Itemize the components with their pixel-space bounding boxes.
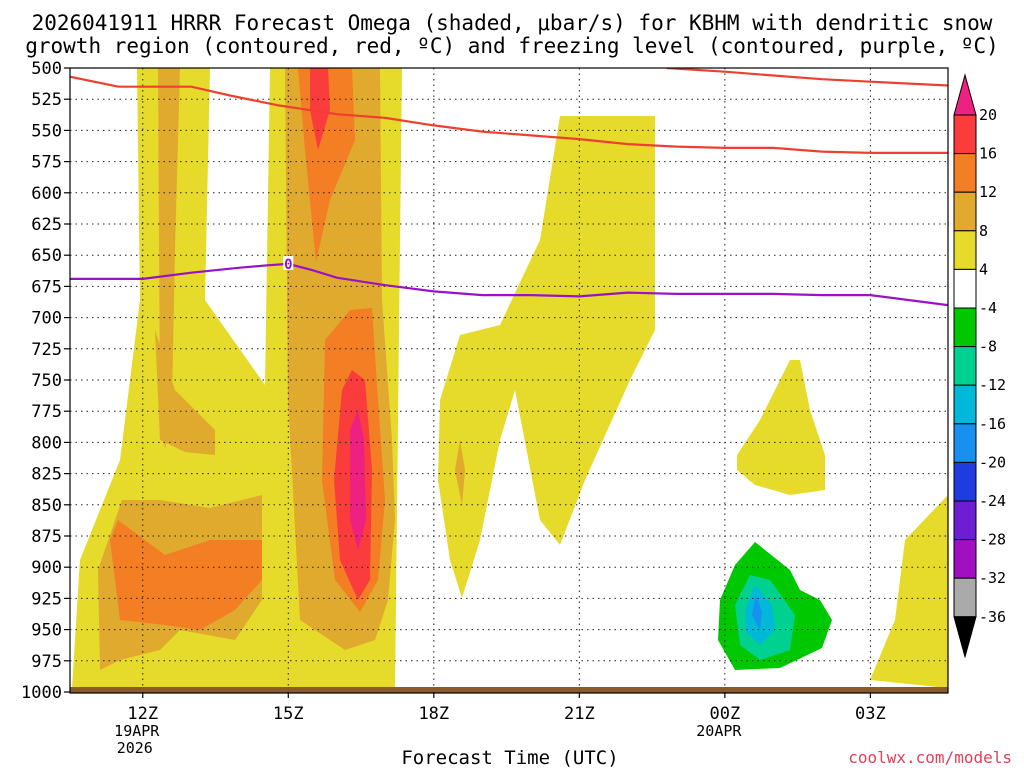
- y-tick-label: 975: [31, 652, 62, 672]
- omega-12-16-region-west: [110, 520, 262, 630]
- y-axis: 500 525 550 575 600 625 650 675 700 725 750 775 800 8…: [21, 59, 70, 703]
- omega-16-20-region-upper: [310, 68, 330, 150]
- x-tick-label: 03Z: [855, 704, 886, 724]
- y-tick-label: 525: [31, 90, 62, 110]
- colorbar-label: -36: [979, 608, 1006, 626]
- y-tick-label: 725: [31, 340, 62, 360]
- y-tick-label: 550: [31, 121, 62, 141]
- x-tick-date-label: 20APR: [696, 722, 742, 740]
- colorbar-label: -8: [979, 338, 997, 356]
- x-axis-label: Forecast Time (UTC): [401, 747, 618, 768]
- colorbar-swatch: [953, 461, 977, 502]
- y-tick-label: 875: [31, 527, 62, 547]
- colorbar-label: 20: [979, 106, 997, 124]
- x-tick-label: 21Z: [564, 704, 595, 724]
- y-tick-label: 600: [31, 184, 62, 204]
- colorbar-swatch: [953, 114, 977, 155]
- colorbar-label: -16: [979, 415, 1006, 433]
- colorbar-swatch: [953, 384, 977, 425]
- y-tick-label: 625: [31, 215, 62, 235]
- contour-line-1: [70, 75, 948, 154]
- colorbar-swatch: [953, 307, 977, 348]
- colorbar-swatch: [953, 191, 977, 232]
- y-tick-label: 900: [31, 558, 62, 578]
- contour-line-2: [666, 68, 948, 87]
- temperature-contours: 0: [70, 68, 948, 307]
- omega-8-12-region-spire: [158, 68, 180, 450]
- x-tick-label: 00Z: [710, 704, 741, 724]
- y-tick-label: 775: [31, 402, 62, 422]
- colorbar-label: 4: [979, 260, 988, 278]
- y-tick-label: 825: [31, 465, 62, 485]
- y-tick-label: 500: [31, 59, 62, 79]
- colorbar-label: -28: [979, 531, 1006, 549]
- colorbar-bottom-arrow: [953, 616, 977, 659]
- contour-label-bg: [283, 255, 294, 270]
- colorbar-swatch: [953, 230, 977, 270]
- omega-20-plus-region: [350, 410, 366, 550]
- y-tick-label: 650: [31, 246, 62, 266]
- colorbar-top-arrow: [953, 73, 977, 116]
- y-tick-label: 850: [31, 496, 62, 516]
- colorbar-label: -24: [979, 492, 1006, 510]
- omega-4-8-region-east: [737, 360, 825, 495]
- colorbar-label: -12: [979, 376, 1006, 394]
- x-tick-label: 18Z: [418, 704, 449, 724]
- omega-neg16-neg20-region: [752, 595, 762, 630]
- omega-8-12-region-cell: [455, 440, 465, 505]
- colorbar-label: 16: [979, 145, 997, 163]
- omega-8-12-region-lobe: [155, 330, 215, 455]
- colorbar-swatch: [953, 153, 977, 193]
- colorbar-label: -20: [979, 453, 1006, 471]
- colorbar-label: -4: [979, 299, 997, 317]
- colorbar: 20 16 12 8 4 -4 -8 -12 -16 -20 -24 -28 -32 -36: [953, 73, 1006, 659]
- x-tick-date-label: 19APR: [114, 722, 160, 740]
- terrain-band: [70, 687, 948, 693]
- x-tick-label: 12Z: [127, 704, 158, 724]
- omega-4-8-region-center: [438, 116, 655, 598]
- y-tick-label: 925: [31, 589, 62, 609]
- y-tick-label: 800: [31, 433, 62, 453]
- y-tick-label: 700: [31, 309, 62, 329]
- chart-title-line2: growth region (contoured, red, ºC) and f…: [25, 34, 999, 58]
- y-tick-label: 675: [31, 277, 62, 297]
- colorbar-swatch: [953, 268, 977, 309]
- y-tick-label: 750: [31, 371, 62, 391]
- y-tick-label: 575: [31, 153, 62, 173]
- omega-4-8-region-far-east: [870, 495, 948, 688]
- colorbar-swatch: [953, 539, 977, 579]
- contour-label: 0: [284, 257, 292, 273]
- chart-title-line1: 2026041911 HRRR Forecast Omega (shaded, …: [32, 11, 993, 35]
- x-tick-label: 15Z: [273, 704, 304, 724]
- colorbar-label: -32: [979, 569, 1006, 587]
- colorbar-swatch: [953, 346, 977, 386]
- x-tick-year-label: 2026: [117, 739, 153, 757]
- colorbar-label: 8: [979, 222, 988, 240]
- colorbar-label: 12: [979, 183, 997, 201]
- colorbar-swatch: [953, 423, 977, 463]
- y-tick-label: 1000: [21, 683, 62, 703]
- contour-line-0: [70, 262, 948, 307]
- grid-lines: [70, 68, 948, 692]
- colorbar-swatch: [953, 577, 977, 618]
- y-tick-label: 950: [31, 621, 62, 641]
- credit-text: coolwx.com/models: [848, 748, 1012, 767]
- colorbar-swatch: [953, 500, 977, 541]
